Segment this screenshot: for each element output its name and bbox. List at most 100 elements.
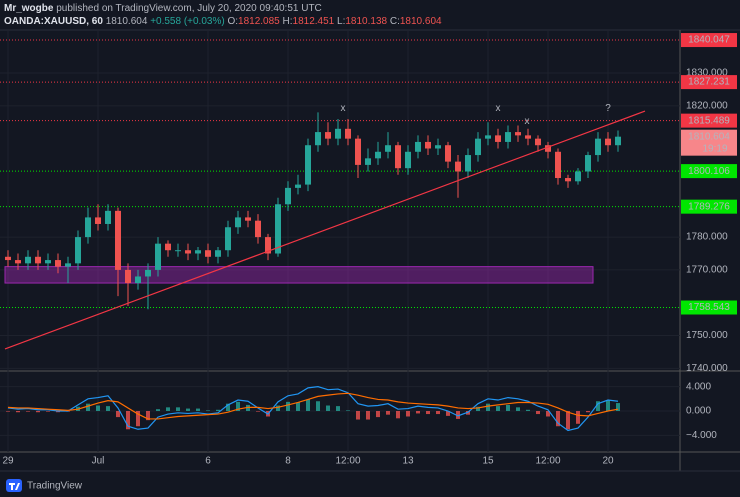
- candle-body: [305, 145, 311, 185]
- candle-body: [435, 145, 441, 149]
- candle-body: [455, 161, 461, 172]
- candle-body: [355, 138, 361, 165]
- current-price-bg: [681, 129, 737, 156]
- candle-body: [425, 141, 431, 149]
- candle-body: [135, 276, 141, 284]
- x-tick-label: Jul: [92, 456, 105, 467]
- ohlc-key: L:: [337, 16, 345, 27]
- x-tick-label: 12:00: [335, 456, 360, 467]
- trendline: [4, 110, 646, 350]
- candle-body: [55, 260, 61, 267]
- candle-body: [605, 138, 611, 146]
- candle-body: [415, 141, 421, 152]
- candle-body: [515, 132, 521, 136]
- histogram-bar: [286, 401, 290, 411]
- histogram-bar: [486, 403, 490, 411]
- publish-info: published on TradingView.com, July 20, 2…: [56, 3, 322, 14]
- current-price: 1810.604: [688, 131, 730, 142]
- histogram-bar: [506, 404, 510, 411]
- histogram-bar: [106, 406, 110, 411]
- countdown: 19:19: [702, 143, 727, 154]
- histogram-bar: [456, 411, 460, 419]
- histogram-bar: [346, 410, 350, 411]
- candle-body: [185, 250, 191, 254]
- candle-body: [35, 256, 41, 264]
- candle-body: [325, 132, 331, 139]
- histogram-bar: [556, 411, 560, 427]
- histogram-bar: [156, 409, 160, 411]
- candle-body: [115, 210, 121, 270]
- histogram-bar: [196, 408, 200, 411]
- histogram-bar: [356, 411, 360, 420]
- y-tick-label: 1770.000: [686, 265, 728, 276]
- candle-body: [145, 269, 151, 277]
- annotation: ?: [605, 103, 611, 114]
- x-tick-label: 12:00: [535, 456, 560, 467]
- symbol: OANDA:XAUUSD, 60: [4, 16, 103, 27]
- candle-body: [385, 145, 391, 152]
- histogram-bar: [166, 407, 170, 411]
- candle-body: [375, 151, 381, 159]
- candle-body: [105, 210, 111, 224]
- histogram-bar: [56, 411, 60, 413]
- histogram-bar: [206, 410, 210, 411]
- y-tick-label: 1830.000: [686, 68, 728, 79]
- histogram-bar: [6, 411, 10, 412]
- symbol-line: OANDA:XAUUSD, 60 1810.604 +0.558 (+0.03%…: [4, 16, 442, 27]
- histogram-bar: [376, 411, 380, 418]
- histogram-bar: [546, 411, 550, 417]
- candle-body: [265, 237, 271, 254]
- histogram-bar: [416, 411, 420, 414]
- annotation: x: [496, 103, 501, 114]
- histogram-bar: [186, 408, 190, 411]
- histogram-bar: [386, 411, 390, 415]
- price-label-bg: [681, 75, 737, 90]
- histogram-bar: [146, 411, 150, 421]
- ohlc-key: C:: [390, 16, 400, 27]
- y-tick-label: 1780.000: [686, 232, 728, 243]
- x-tick-label: 20: [602, 456, 614, 467]
- candle-body: [315, 132, 321, 146]
- candle-body: [125, 269, 131, 284]
- candle-body: [255, 220, 261, 238]
- candle-body: [575, 171, 581, 182]
- candle-body: [405, 151, 411, 169]
- candle-body: [235, 217, 241, 228]
- price-label: 1800.106: [688, 166, 730, 177]
- histogram-bar: [366, 411, 370, 420]
- candle-body: [365, 158, 371, 165]
- candle-body: [525, 135, 531, 139]
- y-tick-label: 1740.000: [686, 363, 728, 374]
- candle-body: [245, 217, 251, 221]
- macd-line: [7, 386, 619, 432]
- histogram-bar: [126, 411, 130, 430]
- price-label-bg: [681, 300, 737, 315]
- candle-body: [155, 243, 161, 270]
- x-tick-label: 29: [2, 456, 14, 467]
- histogram-bar: [86, 403, 90, 411]
- histogram-bar: [306, 399, 310, 411]
- ohlc-value: 1812.085: [238, 16, 280, 27]
- y-tick-label: 1750.000: [686, 330, 728, 341]
- histogram-bar: [396, 411, 400, 419]
- ohlc-value: 1810.138: [345, 16, 387, 27]
- histogram-bar: [436, 411, 440, 415]
- histogram-bar: [226, 403, 230, 411]
- candle-body: [65, 263, 71, 267]
- candle-body: [465, 155, 471, 172]
- histogram-bar: [576, 411, 580, 424]
- candle-body: [475, 138, 481, 156]
- publish-line: Mr_wogbe published on TradingView.com, J…: [4, 3, 322, 14]
- candle-body: [565, 178, 571, 182]
- candle-body: [285, 187, 291, 205]
- candle-body: [225, 227, 231, 251]
- x-tick-label: 15: [482, 456, 494, 467]
- candle-body: [15, 260, 21, 264]
- candle-body: [485, 135, 491, 139]
- histogram-bar: [406, 411, 410, 417]
- x-tick-label: 8: [285, 456, 291, 467]
- candle-body: [395, 145, 401, 169]
- candle-body: [345, 128, 351, 139]
